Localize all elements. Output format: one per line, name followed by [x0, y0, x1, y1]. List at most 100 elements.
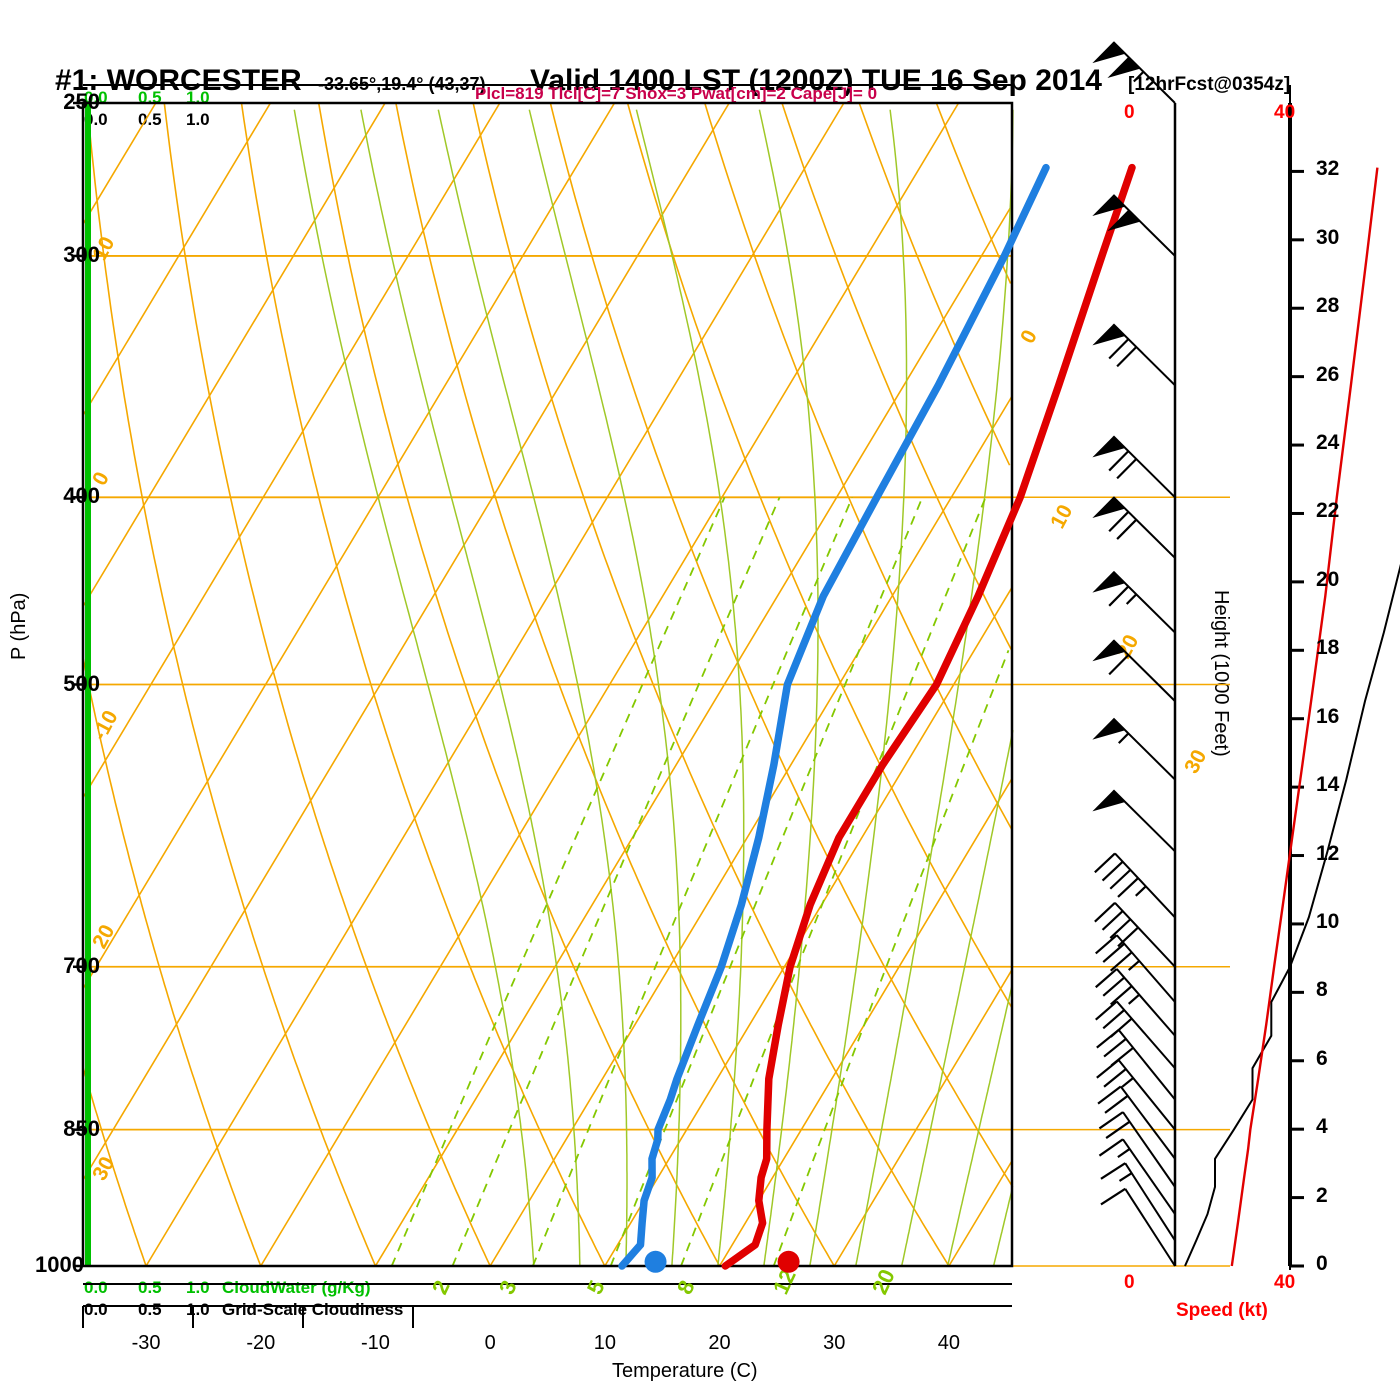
speed-label-top-0: 0: [1124, 102, 1135, 123]
height-label-4: 4: [1316, 1115, 1328, 1139]
height-label-0: 0: [1316, 1252, 1328, 1275]
dry-adiabat-80: [781, 102, 1013, 651]
wind-barb-910: [1098, 1111, 1176, 1188]
pressure-label-300: 300: [63, 241, 100, 267]
height-label-2: 2: [1316, 1183, 1328, 1207]
wind-barb-300: [1092, 194, 1176, 257]
wind-barb-730: [1095, 934, 1176, 1003]
wind-barb-400: [1092, 435, 1176, 499]
saturated-adiabat-44: [992, 1188, 1014, 1267]
dry-adiabat-30: [395, 102, 835, 1267]
height-axis: [1288, 103, 1304, 1268]
pressure-label-700: 700: [63, 952, 100, 978]
temperature-label-0: 0: [484, 1332, 496, 1354]
speed-label-top-40: 40: [1274, 102, 1296, 123]
pressure-ticks: [73, 101, 83, 1268]
station-title: #1: WORCESTER: [55, 64, 302, 97]
mixing-ratio-12: [680, 496, 987, 1267]
saturated-adiabat-40: [946, 985, 1013, 1267]
temperature-label-40: 40: [937, 1332, 961, 1354]
isotherm--90: [82, 102, 157, 225]
wind-barb-510: [1092, 639, 1176, 702]
height-label-24: 24: [1316, 431, 1340, 455]
isotherm--60: [82, 102, 501, 799]
pressure-label-250: 250: [63, 89, 100, 114]
wind-barb-820: [1096, 1029, 1176, 1101]
wind-barb-850: [1096, 1059, 1176, 1131]
cloudiness-tick-bottom-2: 1.0: [186, 1300, 210, 1319]
wind-barb-350: [1092, 323, 1176, 386]
speed-label-bottom-40: 40: [1274, 1272, 1296, 1293]
isotherm-30: [833, 969, 1013, 1267]
pressure-label-500: 500: [63, 670, 100, 696]
dry-adiabat--30: [82, 1067, 147, 1267]
dry-adiabat-60: [626, 102, 1013, 1009]
mixing-ratio-8: [609, 496, 924, 1267]
wind-barb-470: [1092, 570, 1176, 634]
saturated-adiabat-4: [293, 109, 535, 1267]
temperature-line: [721, 163, 1136, 1270]
wind-barb-700: [1094, 901, 1176, 968]
speed-axis-title: Speed (kt): [1176, 1300, 1268, 1321]
temperature-axis-title: Temperature (C): [612, 1360, 758, 1382]
height-label-8: 8: [1316, 978, 1328, 1002]
valid-time: Valid 1400 LST (1200Z) TUE 16 Sep 2014: [530, 64, 1102, 97]
cloudiness-tick-bottom-0: 0.0: [84, 1300, 108, 1319]
surface-markers: [644, 1250, 800, 1273]
saturated-adiabat-36: [900, 730, 1014, 1267]
pressure-tick-labels: 250 300 400 500 700 850 1000: [0, 0, 100, 1400]
isotherm-0: [489, 395, 1013, 1267]
wind-barb-610: [1092, 789, 1176, 853]
pressure-label-850: 850: [63, 1115, 100, 1141]
dry-adiabat-100: [935, 102, 1012, 284]
forecast-tag: [12hrFcst@0354z]: [1128, 74, 1291, 95]
wind-barb-250: [1092, 41, 1176, 104]
height-label-10: 10: [1316, 909, 1340, 933]
speed-label-bottom-0: 0: [1124, 1272, 1135, 1293]
height-label-20: 20: [1316, 567, 1340, 591]
height-label-22: 22: [1316, 499, 1340, 523]
parcel-summary: Plcl=819 Tlcl[C]=7 Shox=3 Pwat[cm]=2 Cap…: [475, 84, 878, 103]
wind-barb-660: [1094, 852, 1176, 919]
saturated-adiabat-20: [635, 109, 745, 1267]
dewpoint-line: [618, 163, 1050, 1270]
temperature-label--20: -20: [246, 1332, 276, 1354]
height-label-18: 18: [1316, 636, 1340, 660]
isotherm--30: [145, 102, 845, 1267]
wind-barb-1000: [1100, 1187, 1176, 1267]
saturated-adiabat-24: [758, 109, 819, 1267]
dry-adiabat-50: [549, 102, 1014, 1188]
wind-barb-760: [1095, 968, 1176, 1037]
dry-adiabat-20: [317, 102, 721, 1267]
dry-adiabat--10: [86, 102, 377, 1267]
height-label-6: 6: [1316, 1046, 1328, 1070]
title-bar: #1: WORCESTER -33.65°,19.4° (43,37) Vali…: [0, 30, 1400, 97]
saturated-adiabat-8: [360, 109, 581, 1266]
dry-adiabat-10: [240, 102, 606, 1267]
dry-adiabat--20: [82, 658, 262, 1267]
height-profile-line: [1230, 167, 1379, 1267]
mixing-ratio-lines: [390, 496, 1010, 1267]
cloudiness-tick-2: 1.0: [186, 110, 210, 129]
dry-adiabat-70: [704, 102, 1013, 831]
dry-adiabat-90: [858, 102, 1011, 466]
height-label-26: 26: [1316, 362, 1340, 386]
cloudwater-tick-bottom-2: 1.0: [186, 1278, 210, 1297]
wind-barb-940: [1098, 1138, 1176, 1215]
dewpoint-trace: [618, 163, 1050, 1270]
cloudwater-tick-bottom-0: 0.0: [84, 1278, 108, 1297]
pressure-label-1000: 1000: [35, 1252, 84, 1277]
wind-barb-880: [1097, 1085, 1176, 1160]
pressure-label-400: 400: [63, 483, 100, 509]
mixing-ratio-5: [531, 496, 854, 1267]
wind-barb-560: [1092, 717, 1176, 781]
height-label-28: 28: [1316, 294, 1340, 318]
mixing-ratio-2: [390, 496, 726, 1267]
cloudiness-axis-label: Grid-Scale Cloudiness: [222, 1300, 404, 1319]
temperature-label--10: -10: [361, 1332, 390, 1354]
height-label-30: 30: [1316, 225, 1340, 249]
